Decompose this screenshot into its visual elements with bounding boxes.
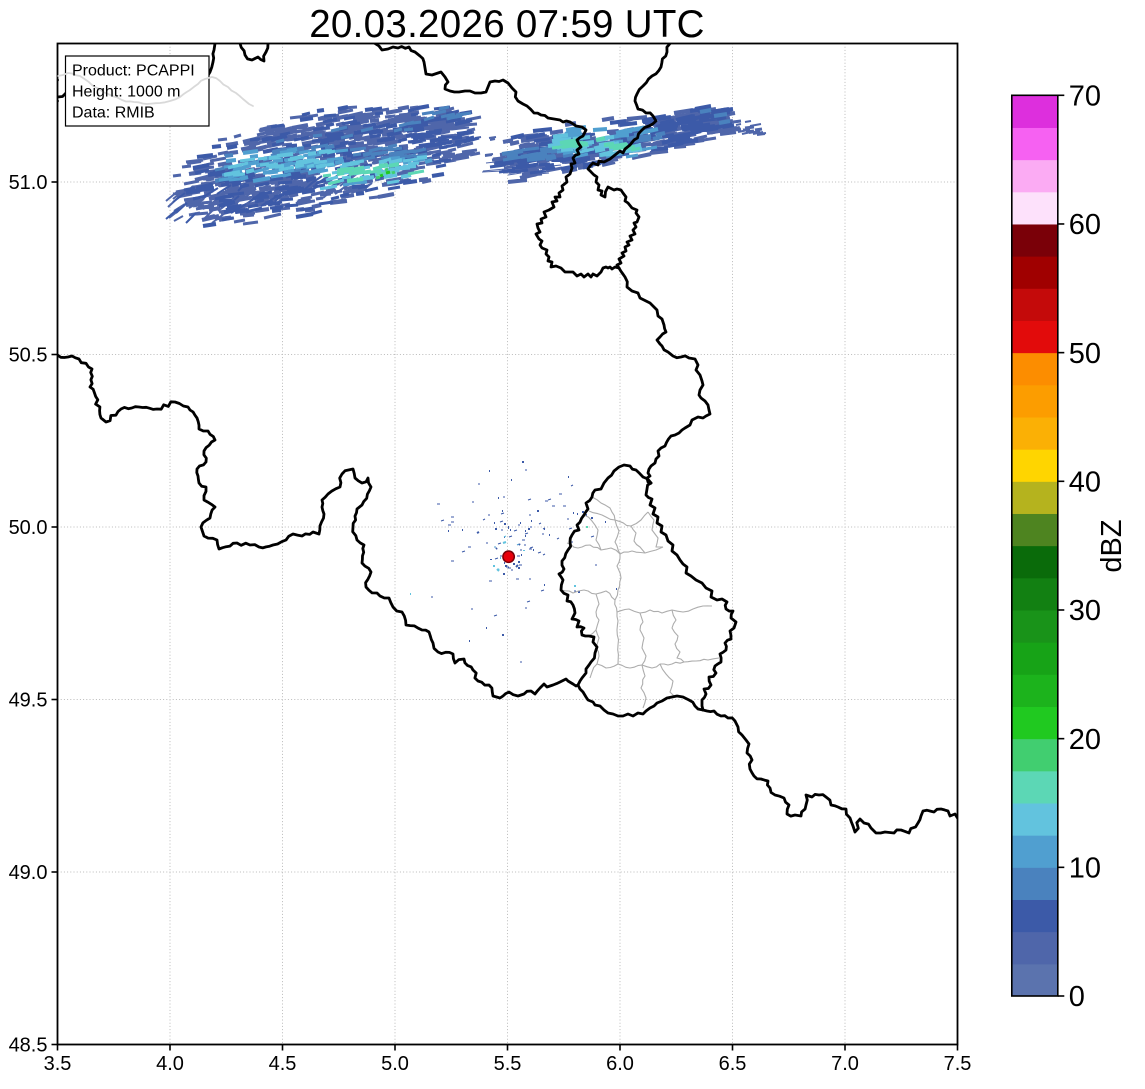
svg-text:70: 70: [1069, 81, 1101, 113]
svg-text:20: 20: [1069, 724, 1101, 756]
svg-text:6.0: 6.0: [606, 1053, 634, 1075]
svg-text:4.0: 4.0: [156, 1053, 184, 1075]
svg-text:4.5: 4.5: [269, 1053, 297, 1075]
svg-text:5.0: 5.0: [381, 1053, 409, 1075]
svg-text:3.5: 3.5: [44, 1053, 72, 1075]
svg-text:49.0: 49.0: [9, 862, 48, 884]
svg-text:48.5: 48.5: [9, 1034, 48, 1056]
svg-text:30: 30: [1069, 595, 1101, 627]
svg-text:10: 10: [1069, 853, 1101, 885]
svg-text:7.5: 7.5: [944, 1053, 972, 1075]
svg-text:dBZ: dBZ: [1096, 519, 1128, 572]
svg-text:50.0: 50.0: [9, 517, 48, 539]
svg-text:51.0: 51.0: [9, 172, 48, 194]
svg-text:Height: 1000 m: Height: 1000 m: [72, 84, 181, 101]
svg-text:0: 0: [1069, 981, 1085, 1013]
svg-text:Data: RMIB: Data: RMIB: [72, 105, 155, 122]
svg-text:20.03.2026 07:59 UTC: 20.03.2026 07:59 UTC: [309, 3, 705, 46]
svg-text:49.5: 49.5: [9, 689, 48, 711]
svg-text:50.5: 50.5: [9, 344, 48, 366]
svg-text:5.5: 5.5: [494, 1053, 522, 1075]
svg-text:60: 60: [1069, 209, 1101, 241]
svg-text:40: 40: [1069, 467, 1101, 499]
svg-text:50: 50: [1069, 338, 1101, 370]
svg-text:6.5: 6.5: [719, 1053, 747, 1075]
svg-text:7.0: 7.0: [831, 1053, 859, 1075]
svg-text:Product: PCAPPI: Product: PCAPPI: [72, 63, 195, 80]
